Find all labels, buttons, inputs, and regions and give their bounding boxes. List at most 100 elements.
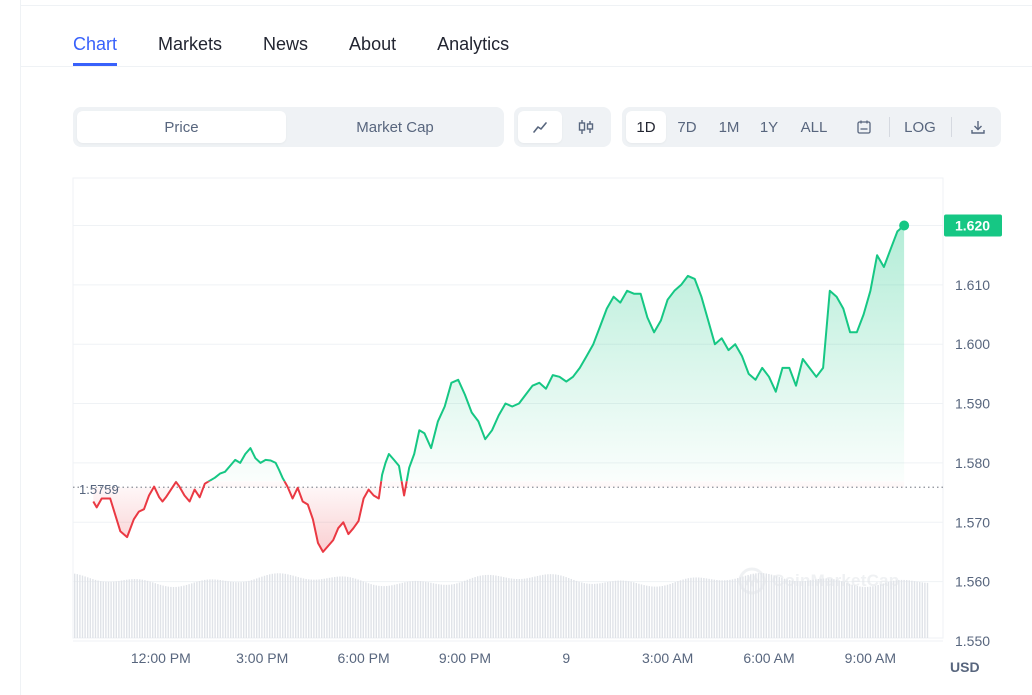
volume-bar	[669, 583, 671, 638]
x-tick-label: 9:00 AM	[845, 650, 896, 666]
volume-bar	[461, 581, 463, 638]
volume-bar	[347, 576, 349, 638]
tab-about[interactable]: About	[349, 34, 397, 54]
volume-bar	[794, 580, 796, 638]
line-chart-button[interactable]	[518, 111, 562, 143]
price-area-up	[208, 225, 905, 482]
volume-bar	[666, 584, 669, 638]
x-tick-label: 6:00 PM	[337, 650, 389, 666]
volume-bar	[380, 586, 383, 638]
volume-bar	[167, 586, 169, 638]
volume-bar	[677, 581, 679, 638]
tab-analytics[interactable]: Analytics	[437, 34, 510, 54]
volume-bar	[729, 579, 731, 638]
volume-bar	[479, 575, 481, 638]
candlestick-chart-button[interactable]	[564, 111, 608, 143]
volume-bar	[513, 578, 515, 638]
volume-bar	[453, 583, 455, 638]
volume-bar	[175, 586, 177, 638]
volume-bar	[713, 579, 715, 638]
x-tick-label: 3:00 PM	[236, 650, 288, 666]
volume-bar	[718, 580, 721, 638]
volume-bar	[193, 582, 195, 638]
volume-bar	[209, 579, 211, 638]
volume-bar	[755, 573, 757, 638]
y-tick-label: 1.560	[955, 574, 990, 590]
volume-bar	[253, 579, 255, 638]
volume-bar	[165, 586, 167, 638]
volume-bar	[916, 581, 918, 638]
volume-bar	[438, 584, 440, 638]
volume-bar	[492, 575, 494, 638]
volume-bar	[763, 573, 765, 638]
volume-bar	[131, 579, 133, 638]
section-tabs: Chart Markets News About Analytics	[73, 28, 550, 66]
volume-bar	[235, 582, 237, 638]
range-all-button[interactable]: ALL	[800, 118, 828, 136]
volume-bar	[139, 579, 141, 638]
volume-bar	[152, 582, 154, 638]
volume-bar	[760, 573, 762, 638]
volume-bar	[599, 583, 601, 638]
volume-bar	[809, 580, 812, 638]
tab-chart[interactable]: Chart	[73, 28, 118, 66]
volume-bar	[633, 582, 635, 638]
volume-bar	[568, 578, 570, 638]
volume-bar	[841, 581, 843, 638]
volume-bar	[601, 582, 604, 638]
range-1y-button[interactable]: 1Y	[759, 118, 779, 136]
current-price-dot	[899, 220, 910, 231]
calendar-button[interactable]	[846, 111, 882, 143]
range-1m-button[interactable]: 1M	[718, 118, 740, 136]
volume-bar	[737, 578, 739, 638]
volume-bar	[828, 578, 830, 638]
y-axis-labels: 1.620 1.610 1.600 1.590 1.580 1.570 1.560 1.550	[955, 217, 990, 648]
volume-bar	[549, 574, 552, 638]
volume-bar	[640, 584, 643, 638]
tab-markets[interactable]: Markets	[158, 34, 223, 54]
volume-bar	[703, 578, 705, 638]
volume-bar	[284, 573, 286, 638]
volume-bar	[695, 577, 697, 638]
volume-bar	[752, 573, 754, 638]
volume-bar	[113, 581, 115, 638]
volume-bar	[864, 586, 866, 638]
market-cap-toggle-button[interactable]: Market Cap	[356, 118, 434, 136]
volume-bar	[188, 584, 190, 638]
y-tick-label: 1.570	[955, 514, 990, 530]
volume-bar	[81, 575, 84, 638]
volume-bar	[791, 580, 793, 638]
volume-bar	[482, 575, 484, 638]
volume-bar	[635, 582, 637, 638]
volume-bar	[846, 582, 848, 638]
volume-bar	[310, 579, 312, 638]
volume-bar	[687, 578, 689, 638]
range-1d-button[interactable]: 1D	[626, 111, 666, 143]
volume-bar	[724, 580, 726, 638]
volume-bar	[838, 580, 840, 638]
range-7d-button[interactable]: 7D	[677, 118, 697, 136]
price-toggle-button[interactable]: Price	[77, 111, 286, 143]
volume-bar	[84, 576, 86, 638]
volume-bar	[313, 579, 315, 638]
volume-bar	[321, 579, 323, 638]
volume-bar	[734, 578, 736, 638]
volume-bar	[802, 581, 804, 638]
volume-bar	[100, 581, 102, 638]
log-scale-button[interactable]: LOG	[904, 118, 936, 136]
volume-bar	[401, 582, 403, 638]
volume-bar	[742, 576, 744, 638]
volume-bar	[516, 579, 518, 638]
volume-bar	[570, 578, 572, 638]
volume-bar	[305, 578, 307, 638]
volume-bar	[292, 575, 294, 638]
volume-bar	[393, 584, 396, 638]
volume-bar	[646, 585, 648, 638]
volume-bar	[230, 581, 232, 638]
tab-news[interactable]: News	[263, 34, 309, 54]
volume-bar	[198, 581, 201, 638]
volume-bar	[266, 574, 268, 638]
volume-bar	[685, 578, 687, 638]
download-button[interactable]	[960, 111, 996, 143]
